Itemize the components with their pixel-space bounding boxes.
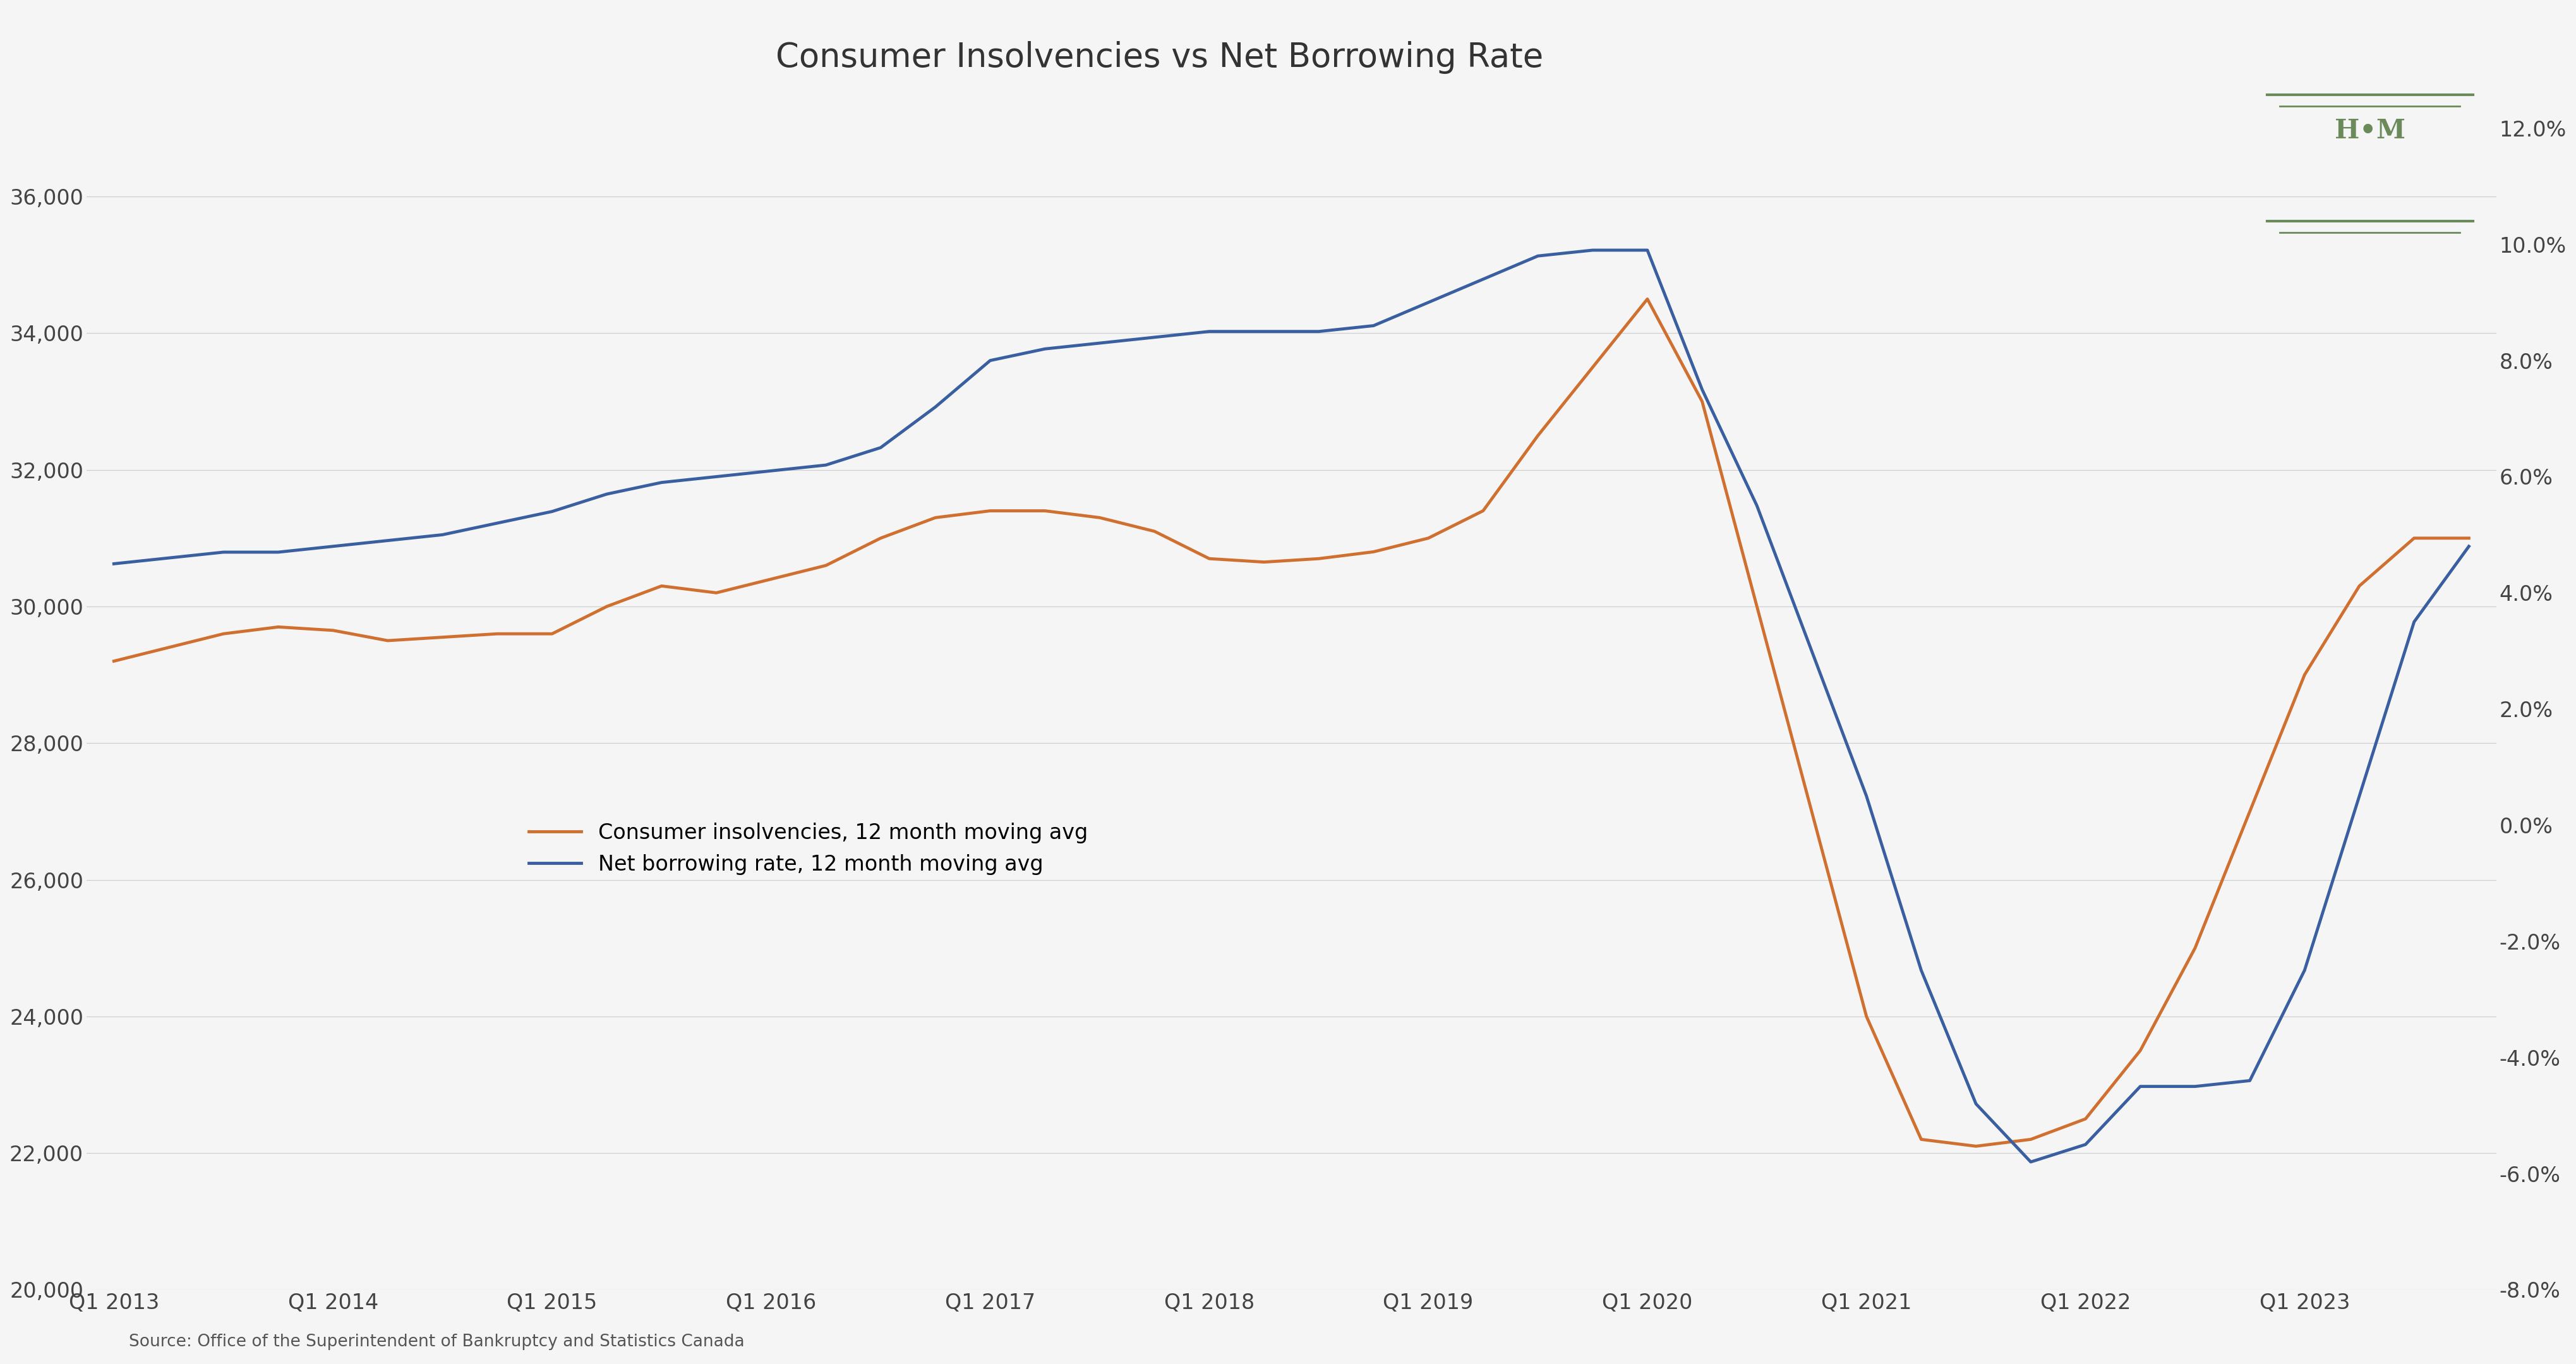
Text: Source: Office of the Superintendent of Bankruptcy and Statistics Canada: Source: Office of the Superintendent of … <box>129 1334 744 1350</box>
Text: Consumer Insolvencies vs Net Borrowing Rate: Consumer Insolvencies vs Net Borrowing R… <box>775 41 1543 74</box>
Text: H•M: H•M <box>2334 117 2406 145</box>
Legend: Consumer insolvencies, 12 month moving avg, Net borrowing rate, 12 month moving : Consumer insolvencies, 12 month moving a… <box>520 814 1097 883</box>
